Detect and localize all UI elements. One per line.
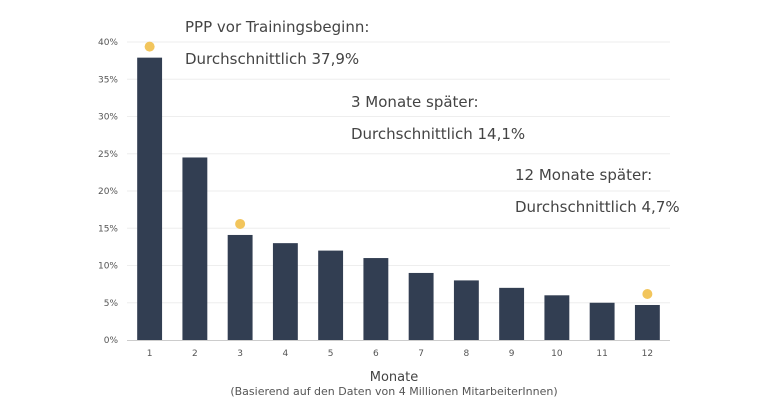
annotation-2-title: 3 Monate später: [351,93,479,111]
bar-month-8 [453,280,479,340]
y-tick-label: 30% [98,113,118,123]
x-tick-label: 3 [237,349,243,359]
x-axis-label: Monate [370,370,418,385]
bar-month-11 [589,302,615,340]
y-tick-label: 35% [98,75,118,85]
x-tick-label: 12 [642,349,653,359]
x-tick-label: 11 [596,349,607,359]
bar-month-5 [318,250,344,340]
bar-month-1 [137,57,163,341]
marker-month-12 [642,288,653,299]
y-tick-label: 40% [98,38,118,48]
annotation-3-title: 12 Monate später: [515,166,652,184]
y-tick-label: 0% [104,336,119,346]
data-source-note: (Basierend auf den Daten von 4 Millionen… [230,385,557,398]
bar-month-12 [634,304,660,340]
annotation-1-value: Durchschnittlich 37,9% [185,50,359,68]
y-axis-ticks: 0% 5% 10% 15% 20% 25% 30% 35% 40% [98,38,118,346]
x-tick-label: 2 [192,349,198,359]
marker-month-1 [144,41,155,52]
y-tick-label: 5% [104,299,119,309]
x-tick-label: 7 [418,349,424,359]
annotation-2-value: Durchschnittlich 14,1% [351,125,525,143]
bar-month-2 [182,157,208,340]
bar-month-10 [544,295,570,340]
x-tick-label: 5 [328,349,334,359]
bar-month-9 [499,287,525,340]
bar-month-3 [227,234,253,340]
x-tick-label: 8 [464,349,470,359]
x-tick-label: 9 [509,349,515,359]
bars [137,57,660,341]
marker-month-3 [235,218,246,229]
x-tick-label: 6 [373,349,379,359]
y-tick-label: 20% [98,187,118,197]
bar-month-7 [408,272,434,340]
bar-month-4 [272,243,298,340]
y-tick-label: 15% [98,224,118,234]
gridlines [127,41,670,304]
x-tick-label: 4 [283,349,289,359]
highlight-markers [144,41,653,299]
bar-month-6 [363,258,389,340]
x-tick-label: 10 [551,349,563,359]
x-axis-ticks: 1 2 3 4 5 6 7 8 9 10 11 12 [147,349,653,359]
x-tick-label: 1 [147,349,153,359]
annotation-1-title: PPP vor Trainingsbeginn: [185,18,369,36]
y-tick-label: 10% [98,262,118,272]
y-tick-label: 25% [98,150,118,160]
annotation-3-value: Durchschnittlich 4,7% [515,198,680,216]
